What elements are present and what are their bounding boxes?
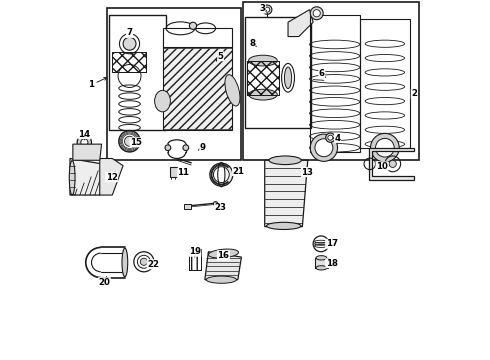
Circle shape — [370, 134, 399, 162]
Text: 6: 6 — [318, 69, 325, 78]
Bar — [109, 15, 166, 130]
Polygon shape — [100, 158, 123, 195]
Text: 14: 14 — [78, 130, 90, 140]
Text: 8: 8 — [249, 39, 256, 48]
Bar — [243, 3, 419, 160]
Ellipse shape — [69, 161, 75, 195]
Text: 19: 19 — [189, 247, 201, 257]
Bar — [245, 17, 311, 128]
Bar — [107, 8, 242, 160]
Text: 2: 2 — [411, 89, 417, 98]
Bar — [163, 28, 232, 47]
Polygon shape — [73, 144, 101, 160]
Text: 5: 5 — [216, 52, 223, 61]
Ellipse shape — [248, 55, 277, 66]
Polygon shape — [288, 10, 313, 37]
Text: 17: 17 — [326, 239, 338, 248]
Bar — [247, 60, 279, 95]
Bar — [171, 167, 177, 177]
Circle shape — [310, 7, 323, 20]
Bar — [315, 258, 328, 268]
Bar — [247, 60, 279, 95]
Circle shape — [140, 258, 147, 265]
Circle shape — [375, 138, 394, 157]
Circle shape — [265, 7, 270, 12]
Text: 22: 22 — [147, 260, 159, 269]
Text: 18: 18 — [326, 259, 338, 268]
Circle shape — [190, 22, 196, 30]
Bar — [112, 51, 146, 72]
Text: 4: 4 — [334, 134, 341, 143]
Circle shape — [81, 139, 88, 146]
Text: 9: 9 — [198, 143, 206, 152]
Circle shape — [210, 163, 233, 186]
Text: 3: 3 — [259, 4, 267, 13]
Bar — [190, 249, 201, 270]
Polygon shape — [265, 160, 308, 226]
Bar — [163, 40, 232, 130]
Circle shape — [310, 134, 338, 161]
Circle shape — [313, 10, 320, 17]
Polygon shape — [368, 148, 414, 180]
Text: 20: 20 — [98, 277, 110, 287]
Bar — [184, 204, 191, 209]
Ellipse shape — [267, 222, 301, 229]
Circle shape — [214, 167, 229, 183]
Text: 13: 13 — [301, 168, 314, 177]
Circle shape — [315, 139, 333, 157]
Ellipse shape — [316, 256, 327, 260]
Circle shape — [328, 135, 333, 140]
Circle shape — [124, 136, 135, 146]
Text: 16: 16 — [218, 251, 229, 260]
Circle shape — [214, 202, 218, 206]
Ellipse shape — [316, 266, 327, 270]
Bar — [163, 48, 232, 129]
Text: 11: 11 — [177, 168, 189, 177]
Circle shape — [326, 133, 335, 142]
Circle shape — [389, 160, 396, 167]
Text: 21: 21 — [233, 167, 245, 176]
Ellipse shape — [155, 90, 171, 112]
Circle shape — [263, 5, 272, 14]
Bar — [80, 144, 89, 148]
Ellipse shape — [208, 249, 239, 258]
Circle shape — [183, 145, 189, 150]
Circle shape — [123, 37, 136, 50]
Circle shape — [165, 145, 171, 150]
Bar — [112, 51, 146, 72]
Polygon shape — [70, 158, 112, 195]
Ellipse shape — [122, 248, 128, 277]
Circle shape — [77, 135, 92, 149]
Ellipse shape — [206, 276, 236, 283]
Text: 1: 1 — [88, 77, 107, 90]
Text: 15: 15 — [130, 138, 142, 147]
Text: 23: 23 — [215, 203, 226, 212]
Bar — [190, 249, 201, 270]
Ellipse shape — [225, 75, 240, 106]
Text: 12: 12 — [106, 173, 118, 182]
Text: 10: 10 — [376, 162, 388, 171]
Polygon shape — [205, 252, 242, 280]
Ellipse shape — [248, 89, 277, 100]
Ellipse shape — [285, 67, 292, 89]
Text: 7: 7 — [126, 28, 133, 37]
Ellipse shape — [269, 156, 301, 165]
